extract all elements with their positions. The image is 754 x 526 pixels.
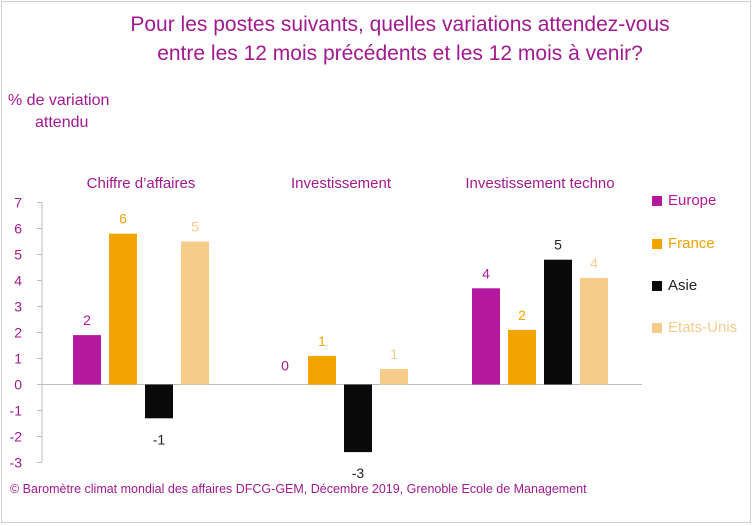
data-label: 6: [119, 211, 127, 227]
data-label: -3: [352, 465, 365, 481]
y-tick-label: 6: [14, 221, 22, 237]
chart-title: Pour les postes suivants, quelles variat…: [60, 10, 740, 68]
y-axis-label-line-2: attendu: [35, 114, 89, 131]
bar-france: [508, 329, 536, 385]
y-tick-label: 4: [14, 273, 22, 289]
y-tick-label: 5: [14, 247, 22, 263]
y-tick-label: -3: [10, 455, 23, 471]
bar-france: [109, 233, 137, 385]
chart-title-line-1: Pour les postes suivants, quelles variat…: [130, 13, 670, 36]
bar-europe: [73, 335, 101, 385]
bar-asie: [145, 384, 173, 419]
y-tick-label: 0: [14, 377, 22, 393]
data-label: 0: [281, 358, 289, 374]
legend-swatch: [652, 281, 662, 291]
bar-asie: [344, 384, 372, 453]
bar-asie: [544, 259, 572, 385]
data-label: -1: [153, 431, 166, 447]
bar-etats-unis: [380, 368, 408, 385]
legend-label: Europe: [668, 192, 717, 209]
category-label: Investissement techno: [465, 175, 614, 192]
category-label: Chiffre d’affaires: [87, 175, 196, 192]
bar-etats-unis: [181, 241, 209, 385]
data-label: 1: [390, 346, 398, 362]
source-credit: © Baromètre climat mondial des affaires …: [10, 482, 587, 496]
data-label: 4: [590, 255, 598, 271]
y-tick-label: 7: [14, 195, 22, 211]
bar-france: [308, 355, 336, 385]
data-label: 4: [482, 265, 490, 281]
y-axis-label: % de variation attendu: [8, 90, 128, 134]
y-axis-label-line-1: % de variation: [8, 92, 110, 109]
data-label: 2: [518, 307, 526, 323]
data-label: 2: [83, 312, 91, 328]
legend-label: Asie: [668, 277, 698, 294]
data-label: 1: [318, 333, 326, 349]
bar-europe: [472, 288, 500, 385]
legend-label: France: [668, 235, 715, 252]
chart-title-line-2: entre les 12 mois précédents et les 12 m…: [157, 42, 643, 65]
y-tick-label: 1: [14, 351, 22, 367]
data-label: 5: [554, 237, 562, 253]
y-tick-label: -1: [10, 403, 23, 419]
category-label: Investissement: [291, 175, 392, 192]
legend-swatch: [652, 196, 662, 206]
data-label: 5: [191, 219, 199, 235]
y-tick-label: 3: [14, 299, 22, 315]
bar-etats-unis: [580, 277, 608, 385]
y-tick-label: 2: [14, 325, 22, 341]
legend-label: Etats-Unis: [668, 319, 738, 336]
legend-swatch: [652, 239, 662, 249]
y-tick-label: -2: [10, 429, 23, 445]
legend-swatch: [652, 323, 662, 333]
